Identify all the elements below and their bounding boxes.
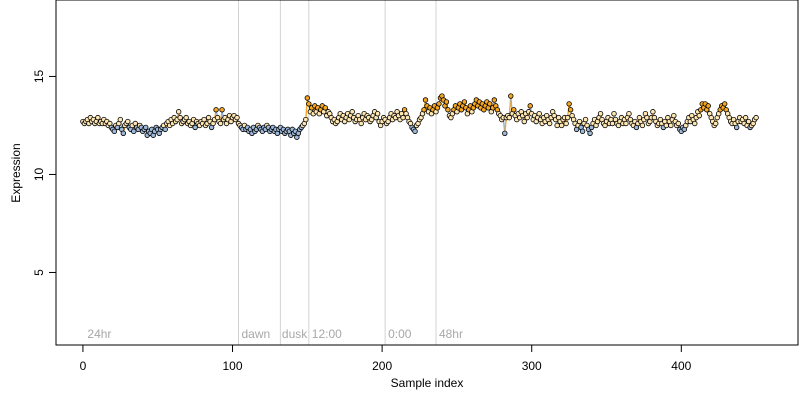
data-point <box>546 120 553 127</box>
x-axis: 0 100 200 300 400 <box>80 344 692 373</box>
data-point <box>626 110 632 117</box>
data-point <box>639 122 646 129</box>
y-tick-label: 5 <box>32 269 46 276</box>
data-point <box>502 130 508 136</box>
data-point <box>671 112 677 119</box>
x-tick-label: 300 <box>522 359 542 373</box>
data-point <box>349 109 355 115</box>
x-tick-label: 400 <box>671 359 691 373</box>
data-point <box>567 107 574 113</box>
data-point <box>721 101 728 107</box>
data-point <box>506 114 512 121</box>
data-point <box>587 130 593 136</box>
data-point <box>217 120 224 127</box>
data-point <box>117 116 124 123</box>
data-point <box>564 114 571 121</box>
y-axis: 5 10 15 <box>32 69 57 276</box>
data-point <box>527 103 533 109</box>
phase-boundary-lines <box>238 0 437 345</box>
data-point <box>445 107 451 113</box>
data-point <box>696 112 702 119</box>
x-axis-label: Sample index <box>391 376 464 390</box>
data-point <box>421 107 427 113</box>
phase-label: dawn <box>242 327 271 341</box>
data-point <box>611 110 617 117</box>
data-point <box>175 109 182 115</box>
data-point <box>563 120 569 127</box>
data-point <box>692 120 698 127</box>
data-point <box>623 120 629 127</box>
data-point <box>705 103 711 109</box>
data-point <box>491 97 498 103</box>
data-point <box>521 118 527 125</box>
data-point <box>733 124 740 131</box>
data-point <box>162 126 168 133</box>
phase-label: 24hr <box>87 327 111 341</box>
data-point <box>183 114 189 121</box>
data-point <box>303 116 309 123</box>
y-tick-label: 15 <box>32 69 46 83</box>
data-point <box>201 116 207 123</box>
data-point <box>213 107 219 113</box>
data-points <box>80 93 759 140</box>
data-point <box>461 99 468 105</box>
phase-label: 48hr <box>439 327 463 341</box>
data-point <box>304 95 311 101</box>
data-point <box>125 118 131 125</box>
data-point <box>753 114 759 121</box>
data-point <box>422 97 429 103</box>
data-point <box>177 114 183 121</box>
data-point <box>358 120 364 127</box>
data-point <box>650 109 656 115</box>
data-point <box>192 124 198 131</box>
data-point <box>536 110 542 117</box>
data-point <box>713 120 719 127</box>
data-point <box>131 128 137 135</box>
data-point <box>143 124 149 131</box>
phase-labels: 24hr dawn dusk 12:00 0:00 48hr <box>87 327 463 341</box>
data-point <box>487 101 493 107</box>
phase-label: 0:00 <box>388 327 412 341</box>
data-point <box>111 128 118 135</box>
data-point <box>668 122 674 129</box>
data-point <box>566 101 572 107</box>
data-point <box>219 107 225 113</box>
data-point <box>443 99 450 105</box>
data-point <box>576 118 583 125</box>
data-point <box>742 114 749 121</box>
x-tick-label: 100 <box>223 359 243 373</box>
data-point <box>322 105 328 111</box>
data-point <box>374 110 381 117</box>
x-tick-label: 0 <box>80 359 87 373</box>
y-tick-label: 10 <box>32 167 46 181</box>
data-point <box>582 116 589 123</box>
x-tick-label: 200 <box>372 359 392 373</box>
data-point <box>675 120 682 127</box>
data-point <box>234 114 240 121</box>
data-point <box>511 107 517 113</box>
series-segment <box>305 97 309 120</box>
data-point <box>524 114 530 121</box>
data-point <box>558 122 565 129</box>
y-axis-label: Expression <box>9 143 23 202</box>
data-point <box>95 114 101 121</box>
data-point <box>579 128 586 135</box>
data-point <box>745 118 752 125</box>
data-point <box>412 128 418 135</box>
data-point <box>306 101 312 107</box>
phase-label: 12:00 <box>312 327 342 341</box>
data-point <box>508 93 514 99</box>
data-point <box>120 130 127 136</box>
data-point <box>597 110 604 117</box>
data-point <box>436 101 442 107</box>
phase-label: dusk <box>282 327 308 341</box>
